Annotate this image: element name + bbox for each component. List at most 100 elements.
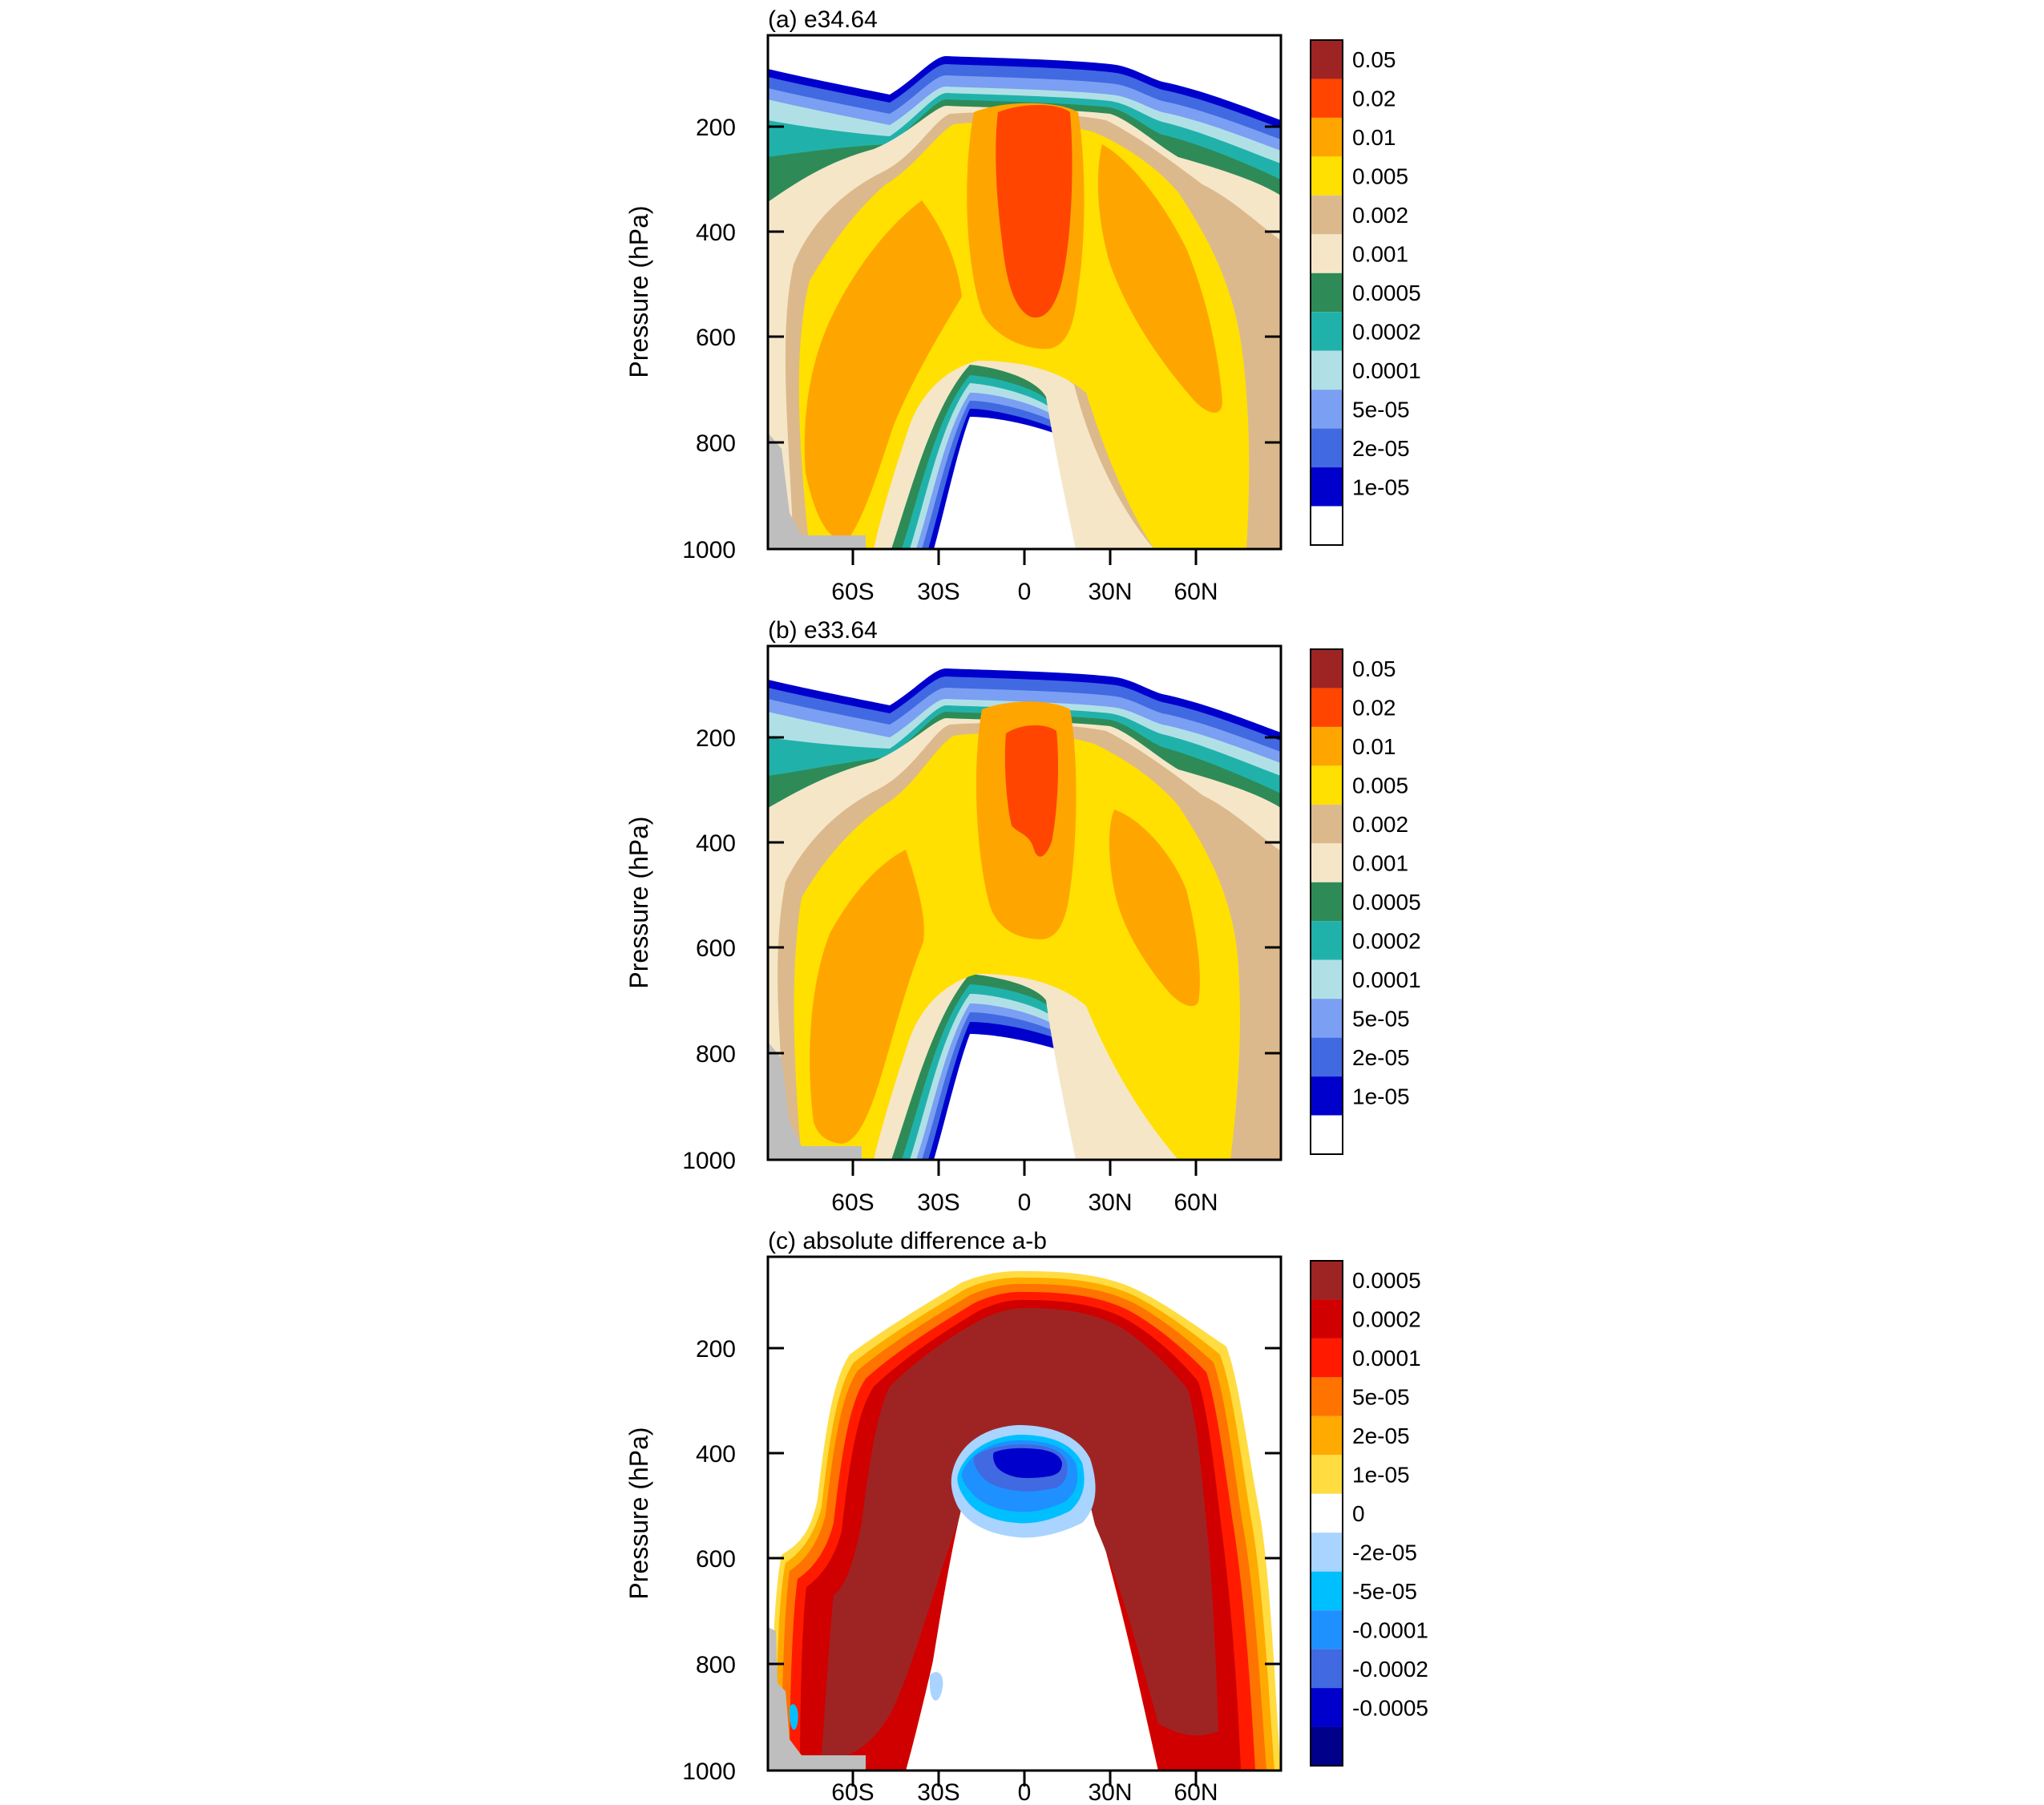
panel-a-ytick-800: 800 [696, 430, 736, 457]
panel-b-field [768, 646, 1281, 1160]
colorbar-swatch-1-5 [1311, 843, 1343, 882]
panel-b-ytick-400: 400 [696, 830, 736, 857]
panel-a-xtick-0: 0 [1018, 579, 1032, 605]
panel-a-colorbar: 0.05 0.02 0.01 0.005 0.002 0.001 0.0005 0.0002 0… [1310, 39, 1421, 546]
colorbar-label-0-5: 0.001 [1352, 242, 1408, 267]
panel-c-hole [915, 1467, 1150, 1771]
colorbar-label-1-5: 0.001 [1352, 851, 1408, 876]
panel-c-y-axis: 200 400 600 800 1000 Pressure (hPa) [624, 1336, 1281, 1785]
panel-a-x-axis: 60S 30S 0 30N 60N [831, 549, 1218, 605]
panel-a-field [768, 35, 1281, 549]
colorbar-label-1-0: 0.05 [1352, 656, 1396, 681]
panel-a-ytick-400: 400 [696, 220, 736, 246]
colorbar-label-1-8: 0.0001 [1352, 967, 1421, 992]
panel-c-xtick-60s: 60S [831, 1779, 874, 1805]
panel-b-ytick-200: 200 [696, 725, 736, 752]
colorbar-label-2-1: 0.0002 [1352, 1307, 1421, 1332]
colorbar-label-2-2: 0.0001 [1352, 1346, 1421, 1371]
colorbar-label-2-6: 0 [1352, 1501, 1365, 1526]
colorbar-swatch-0-9 [1311, 390, 1343, 429]
colorbar-label-1-2: 0.01 [1352, 734, 1396, 759]
panel-c: (c) absolute difference a-b [624, 1228, 1428, 1805]
colorbar-swatch-1-0 [1311, 649, 1343, 688]
colorbar-swatch-2-3 [1311, 1377, 1343, 1416]
panel-b-ylabel: Pressure (hPa) [624, 816, 653, 988]
panel-c-xtick-30s: 30S [917, 1779, 959, 1805]
panel-b-missing-data [768, 1042, 862, 1160]
panel-c-xtick-0: 0 [1018, 1779, 1032, 1805]
colorbar-label-2-10: -0.0002 [1352, 1657, 1428, 1682]
colorbar-label-2-11: -0.0005 [1352, 1695, 1428, 1720]
panel-b-xtick-60n: 60N [1173, 1189, 1218, 1216]
panel-c-neg-0.0005 [992, 1448, 1062, 1479]
panel-c-band-0.0005 [822, 1308, 1218, 1758]
panel-b-title: (b) e33.64 [768, 617, 878, 644]
colorbar-swatch-1-8 [1311, 959, 1343, 999]
colorbar-label-0-10: 2e-05 [1352, 436, 1410, 461]
colorbar-label-1-11: 1e-05 [1352, 1084, 1410, 1108]
panel-a-ytick-1000: 1000 [682, 537, 736, 563]
colorbar-swatch-0-5 [1311, 234, 1343, 273]
colorbar-swatch-1-9 [1311, 999, 1343, 1038]
colorbar-label-0-2: 0.01 [1352, 125, 1396, 150]
panel-a: (a) e34.64 20 [624, 6, 1421, 605]
colorbar-swatch-1-11 [1311, 1076, 1343, 1116]
panel-a-title: (a) e34.64 [768, 6, 878, 33]
colorbar-swatch-0-11 [1311, 467, 1343, 507]
colorbar-swatch-2-8 [1311, 1571, 1343, 1611]
colorbar-swatch-1-10 [1311, 1037, 1343, 1077]
panel-c-ytick-600: 600 [696, 1546, 736, 1573]
colorbar-swatch-1-3 [1311, 765, 1343, 805]
colorbar-frame-0 [1310, 39, 1343, 546]
panel-a-ytick-600: 600 [696, 325, 736, 351]
colorbar-label-0-9: 5e-05 [1352, 397, 1410, 422]
colorbar-label-2-7: -2e-05 [1352, 1540, 1417, 1565]
colorbar-swatch-0-4 [1311, 195, 1343, 235]
colorbar-swatch-0-1 [1311, 79, 1343, 118]
colorbar-label-2-9: -0.0001 [1352, 1617, 1428, 1642]
panel-c-ylabel: Pressure (hPa) [624, 1427, 653, 1599]
panel-b-band-0.01-south [810, 850, 924, 1144]
panel-a-xtick-60s: 60S [831, 579, 874, 605]
colorbar-label-1-9: 5e-05 [1352, 1006, 1410, 1031]
colorbar-label-0-1: 0.02 [1352, 87, 1396, 111]
colorbar-swatch-2-11 [1311, 1688, 1343, 1727]
panel-b-colorbar: 0.05 0.02 0.01 0.005 0.002 0.001 0.0005 0.0002 0… [1310, 648, 1421, 1155]
colorbar-swatch-0-0 [1311, 40, 1343, 79]
colorbar-swatch-1-1 [1311, 688, 1343, 727]
colorbar-swatch-2-12 [1311, 1726, 1343, 1766]
panel-b: (b) e33.64 20 [624, 617, 1421, 1216]
colorbar-label-2-3: 5e-05 [1352, 1385, 1410, 1410]
panel-a-xtick-30s: 30S [917, 579, 959, 605]
panel-c-neg-2e-05-patch [929, 1672, 943, 1701]
colorbar-label-0-0: 0.05 [1352, 47, 1396, 72]
colorbar-label-2-0: 0.0005 [1352, 1268, 1421, 1293]
colorbar-swatch-0-7 [1311, 312, 1343, 351]
colorbar-swatch-2-9 [1311, 1610, 1343, 1650]
panel-a-y-axis: 200 400 600 800 1000 Pressure (hPa) [624, 115, 1281, 563]
panel-c-title: (c) absolute difference a-b [768, 1228, 1047, 1254]
colorbar-swatch-1-6 [1311, 882, 1343, 922]
colorbar-label-1-1: 0.02 [1352, 696, 1396, 721]
colorbar-label-2-5: 1e-05 [1352, 1463, 1410, 1488]
panel-c-xtick-30n: 30N [1088, 1779, 1132, 1805]
panel-a-band-0.01-south [804, 200, 962, 539]
colorbar-frame-2 [1310, 1260, 1343, 1767]
panel-b-ytick-800: 800 [696, 1041, 736, 1068]
colorbar-swatch-2-1 [1311, 1299, 1343, 1339]
panel-a-xtick-60n: 60N [1173, 579, 1218, 605]
panel-a-band-0.02-centre [996, 105, 1072, 318]
colorbar-label-1-10: 2e-05 [1352, 1045, 1410, 1070]
colorbar-label-0-6: 0.0005 [1352, 281, 1421, 305]
panel-c-missing-data [768, 1627, 866, 1771]
panel-a-xtick-30n: 30N [1088, 579, 1132, 605]
colorbar-swatch-2-10 [1311, 1649, 1343, 1689]
panel-c-neg-5e-05-patch [789, 1704, 798, 1730]
panel-c-colorbar: 0.0005 0.0002 0.0001 5e-05 2e-05 1e-05 0 -2e-05… [1310, 1260, 1428, 1767]
panel-b-xtick-30n: 30N [1088, 1189, 1132, 1216]
colorbar-swatch-2-2 [1311, 1338, 1343, 1378]
colorbar-swatch-1-12 [1311, 1115, 1343, 1154]
colorbar-label-0-7: 0.0002 [1352, 319, 1421, 344]
colorbar-swatch-2-6 [1311, 1493, 1343, 1533]
colorbar-swatch-0-3 [1311, 156, 1343, 196]
